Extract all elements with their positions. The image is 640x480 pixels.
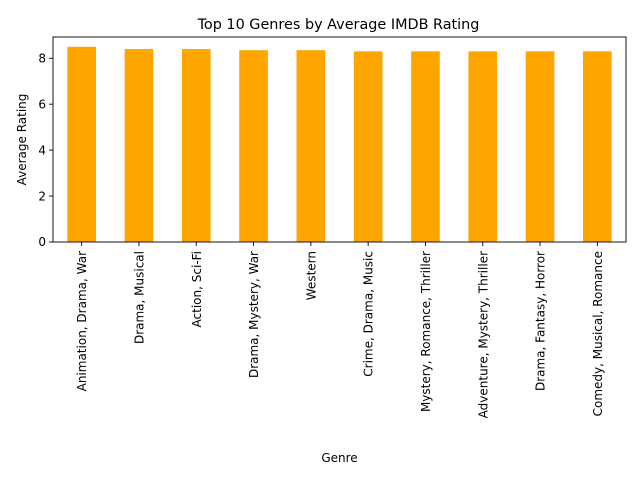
x-tick-label: Action, Sci-Fi: [190, 251, 204, 327]
bar: [525, 51, 555, 242]
y-tick-label: 4: [38, 143, 46, 157]
y-tick-label: 0: [38, 235, 46, 249]
bar: [468, 51, 498, 242]
x-axis-label: Genre: [321, 451, 357, 465]
x-tick-label: Western: [304, 251, 318, 300]
bar: [239, 50, 268, 243]
bar: [583, 51, 612, 242]
y-tick-label: 2: [38, 189, 46, 203]
x-tick-label: Animation, Drama, War: [75, 251, 89, 391]
x-tick-label: Drama, Mystery, War: [247, 251, 261, 378]
bar: [181, 49, 211, 243]
x-tick-label: Drama, Fantasy, Horror: [534, 251, 548, 391]
y-tick-label: 8: [38, 51, 46, 65]
x-tick-label: Drama, Musical: [132, 251, 146, 344]
bar: [353, 51, 383, 242]
y-tick-label: 6: [38, 97, 46, 111]
bar: [411, 51, 440, 242]
x-tick-label: Adventure, Mystery, Thriller: [476, 251, 490, 418]
bar: [124, 49, 154, 243]
y-axis-label: Average Rating: [15, 94, 29, 186]
bar: [67, 46, 96, 243]
axes-frame: [52, 36, 627, 243]
x-tick-label: Crime, Drama, Music: [362, 251, 376, 377]
x-tick-label: Comedy, Musical, Romance: [591, 251, 605, 416]
chart-title: Top 10 Genres by Average IMDB Rating: [197, 17, 480, 33]
plot-area: [67, 46, 612, 243]
bar: [296, 50, 326, 243]
x-tick-label: Mystery, Romance, Thriller: [419, 251, 433, 412]
